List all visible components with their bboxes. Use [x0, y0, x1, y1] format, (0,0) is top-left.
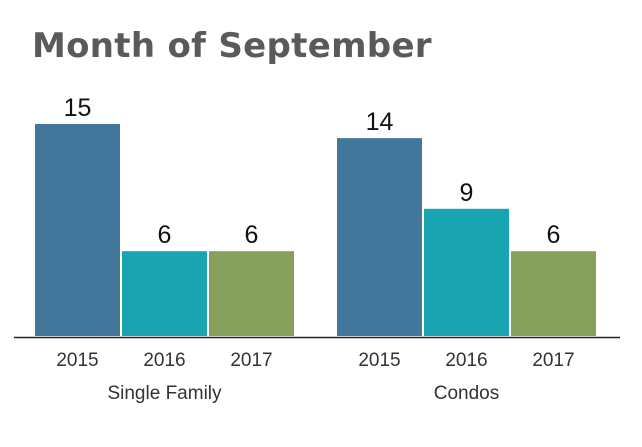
x-tick-label: 2015 — [358, 350, 400, 371]
data-label: 6 — [245, 221, 259, 249]
x-tick-label: 2017 — [532, 350, 574, 371]
data-label: 9 — [460, 179, 474, 207]
group-label: Single Family — [107, 383, 222, 404]
bar-single-family-2016 — [122, 251, 207, 336]
data-label: 15 — [64, 94, 92, 122]
x-tick-label: 2015 — [56, 350, 98, 371]
group-label: Condos — [434, 383, 500, 404]
data-label: 6 — [158, 221, 172, 249]
x-tick-label: 2016 — [143, 350, 185, 371]
bar-condos-2015 — [337, 138, 422, 336]
x-tick-label: 2017 — [230, 350, 272, 371]
data-label: 14 — [366, 108, 394, 136]
chart-title: Month of September — [32, 26, 432, 66]
bar-single-family-2017 — [209, 251, 294, 336]
bar-condos-2017 — [511, 251, 596, 336]
x-tick-label: 2016 — [445, 350, 487, 371]
bar-condos-2016 — [424, 208, 509, 336]
bar-single-family-2015 — [35, 124, 120, 336]
data-label: 6 — [547, 221, 561, 249]
